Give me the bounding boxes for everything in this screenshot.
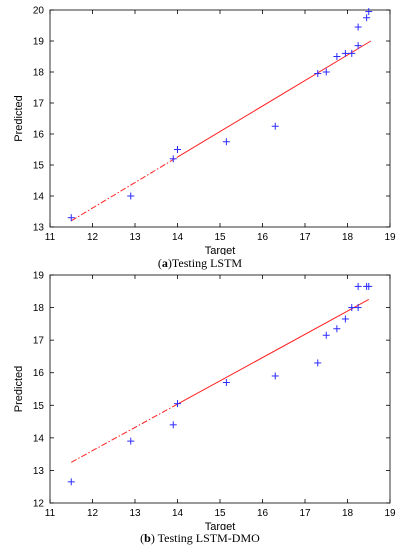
data-point [169, 155, 177, 163]
data-point [169, 421, 177, 429]
data-point [271, 372, 279, 380]
data-point [127, 437, 135, 445]
y-axis-label: Predicted [13, 95, 25, 141]
data-point [314, 70, 322, 78]
data-point [365, 282, 373, 290]
caption-b: (b) Testing LSTM-DMO [140, 531, 260, 545]
y-tick-label: 19 [33, 271, 45, 282]
x-tick-label: 14 [172, 508, 184, 519]
fit-line-solid [177, 40, 372, 158]
y-tick-label: 20 [33, 6, 45, 17]
y-axis-label: Predicted [13, 366, 25, 412]
x-tick-label: 17 [299, 232, 311, 243]
data-point [67, 214, 75, 222]
data-point [341, 49, 349, 57]
data-point [354, 304, 362, 312]
x-tick-label: 19 [384, 508, 396, 519]
data-point [341, 315, 349, 323]
x-tick-label: 15 [214, 232, 226, 243]
data-point [354, 23, 362, 31]
data-point [333, 325, 341, 333]
data-point [174, 146, 181, 153]
plot-frame [49, 9, 391, 228]
caption-a-label: a [161, 256, 168, 270]
fit-line-dashed [70, 156, 178, 222]
y-tick-label: 17 [33, 336, 45, 347]
x-tick-label: 13 [129, 508, 141, 519]
x-tick-label: 12 [87, 232, 99, 243]
caption-a: (a)Testing LSTM [157, 256, 243, 270]
x-tick-label: 19 [384, 232, 396, 243]
caption-b-label: b [144, 531, 151, 545]
data-point [322, 68, 330, 76]
x-tick-label: 17 [299, 508, 311, 519]
x-tick-label: 16 [257, 508, 269, 519]
x-tick-label: 18 [342, 232, 354, 243]
y-tick-label: 16 [33, 368, 45, 379]
data-point [174, 400, 181, 408]
x-tick-label: 15 [214, 508, 226, 519]
x-axis-label: Target [205, 245, 236, 255]
y-tick-label: 13 [33, 466, 45, 477]
data-point [354, 282, 362, 290]
caption-b-text: Testing LSTM-DMO [157, 531, 260, 545]
data-point [363, 14, 371, 22]
y-tick-label: 18 [33, 68, 45, 79]
y-tick-label: 14 [33, 192, 45, 203]
fit-line-dashed [71, 403, 178, 463]
x-tick-label: 16 [257, 232, 269, 243]
caption-a-text: Testing LSTM [171, 256, 243, 270]
data-point [348, 304, 356, 312]
data-point [333, 53, 341, 60]
data-point [365, 8, 373, 16]
data-point [67, 478, 75, 486]
data-point [271, 122, 279, 130]
scatter-plot-a: 11 12 13 14 15 16 17 18 19 13 14 15 16 17 18 19 20 Target… [13, 6, 396, 256]
data-point [314, 359, 322, 367]
data-point [322, 331, 330, 339]
data-point [222, 138, 230, 146]
data-point [354, 42, 362, 50]
y-tick-label: 15 [33, 401, 45, 412]
y-tick-label: 13 [33, 223, 45, 234]
scatter-plot-b: 11 12 13 14 15 16 17 18 191213141516171819Target… [13, 271, 396, 531]
plot-frame [49, 274, 391, 504]
y-tick-label: 17 [33, 99, 45, 110]
chart-testing-lstm-dmo: 11 12 13 14 15 16 17 18 19 12 13 14 15 16 17 18 19 Target… [0, 265, 400, 550]
y-tick-label: 15 [33, 161, 45, 172]
x-axis-label: Target [205, 521, 236, 530]
x-tick-label: 11 [45, 508, 56, 519]
x-tick-label: 18 [342, 508, 354, 519]
x-tick-label: 12 [87, 508, 99, 519]
x-tick-label: 11 [45, 232, 56, 243]
data-point [127, 192, 135, 200]
y-tick-label: 19 [33, 37, 45, 48]
data-point [222, 378, 230, 386]
y-tick-label: 18 [33, 303, 45, 314]
fit-line-solid [177, 298, 369, 405]
x-tick-label: 14 [172, 232, 184, 243]
y-tick-label: 16 [33, 130, 45, 141]
data-point [348, 49, 356, 57]
chart-testing-lstm: 11 12 13 14 15 16 17 18 19 13 14 15 16 17 18 19 20 Target… [13, 6, 396, 256]
y-tick-label: 14 [33, 433, 45, 444]
y-tick-label: 12 [33, 499, 45, 510]
x-tick-label: 13 [129, 232, 141, 243]
